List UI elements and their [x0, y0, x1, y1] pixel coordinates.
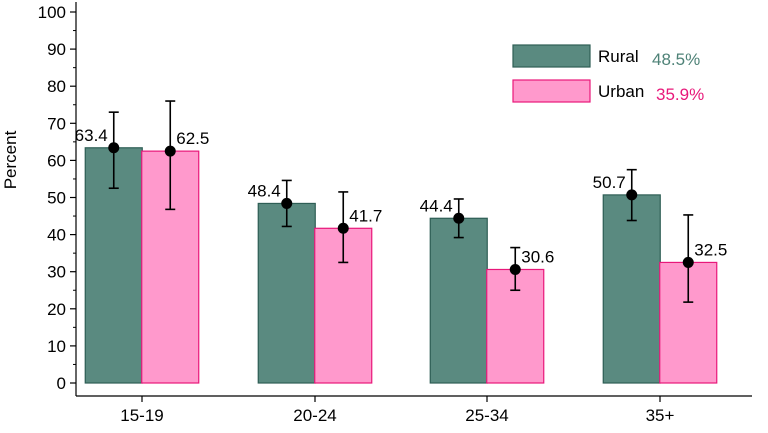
point-estimate: [509, 263, 521, 275]
data-label-urban: 30.6: [521, 247, 554, 266]
data-label-urban: 41.7: [349, 206, 382, 225]
data-labels: 63.4 48.4 44.4 50.7 62.5 41.7 30.6 32.5: [75, 126, 728, 267]
bar-rural-25-34: [429, 217, 488, 384]
point-estimate: [682, 256, 694, 268]
point-estimate: [281, 197, 293, 209]
y-tick-label: 80: [47, 77, 66, 96]
data-label-rural: 63.4: [75, 126, 108, 145]
y-tick-label: 40: [47, 226, 66, 245]
point-estimate: [108, 142, 120, 154]
data-label-rural: 50.7: [593, 173, 626, 192]
y-axis: 0 10 20 30 40 50 60 70 80 90 100: [38, 2, 77, 396]
point-estimate: [164, 145, 176, 157]
point-estimate: [453, 212, 465, 224]
legend-swatch-rural: [512, 44, 591, 68]
legend: Rural 48.5% Urban 35.9%: [512, 44, 704, 104]
y-tick-label: 0: [57, 374, 66, 393]
y-tick-label: 10: [47, 337, 66, 356]
legend-overall-urban: 35.9%: [656, 85, 704, 104]
error-bars: [108, 100, 694, 303]
y-tick-label: 30: [47, 263, 66, 282]
legend-label-urban: Urban: [598, 82, 644, 101]
y-tick-label: 60: [47, 151, 66, 170]
data-label-rural: 48.4: [248, 181, 281, 200]
bar-rural-35+: [602, 194, 661, 384]
legend-swatch-urban: [512, 79, 591, 103]
y-tick-label: 90: [47, 40, 66, 59]
x-tick-label: 25-34: [465, 406, 508, 425]
legend-overall-rural: 48.5%: [652, 50, 700, 69]
data-label-urban: 62.5: [176, 129, 209, 148]
point-estimate: [626, 189, 638, 201]
y-tick-label: 70: [47, 114, 66, 133]
data-label-urban: 32.5: [694, 240, 727, 259]
bar-rural-20-24: [257, 202, 316, 384]
x-tick-label: 15-19: [120, 406, 163, 425]
bars: [84, 147, 718, 384]
data-label-rural: 44.4: [420, 196, 453, 215]
x-tick-label: 20-24: [293, 406, 336, 425]
legend-label-rural: Rural: [598, 47, 639, 66]
y-tick-label: 20: [47, 300, 66, 319]
point-estimate: [337, 222, 349, 234]
x-axis: 15-19 20-24 25-34 35+: [76, 395, 752, 425]
y-tick-label: 100: [38, 3, 66, 22]
y-axis-title: Percent: [1, 130, 20, 189]
y-tick-label: 50: [47, 189, 66, 208]
x-tick-label: 35+: [646, 406, 675, 425]
